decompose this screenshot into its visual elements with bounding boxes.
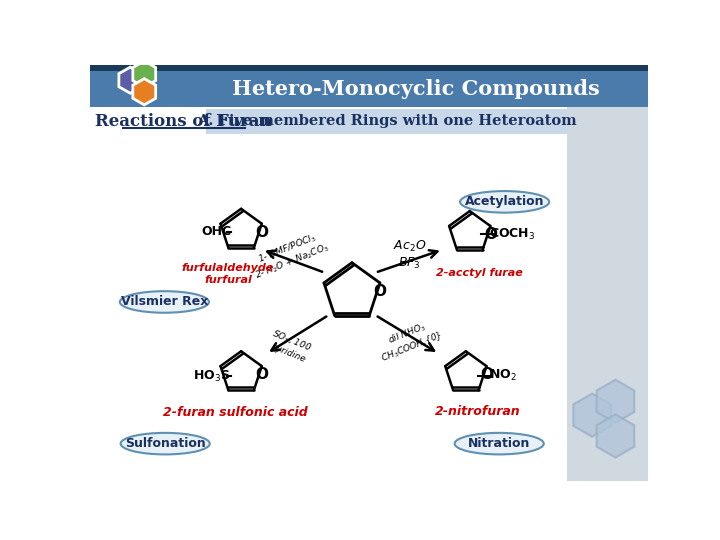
- Text: furfulaldehyde
furfural: furfulaldehyde furfural: [181, 264, 274, 285]
- Text: SO$_3$, 100
pyridine: SO$_3$, 100 pyridine: [266, 327, 313, 365]
- Text: 1- DMF/POCl$_3$
2- H$_2$O + Na$_2$CO$_3$: 1- DMF/POCl$_3$ 2- H$_2$O + Na$_2$CO$_3$: [248, 228, 331, 282]
- Text: Vilsmier Rex: Vilsmier Rex: [121, 295, 208, 308]
- Polygon shape: [597, 414, 634, 457]
- Text: A. Five-membered Rings with one Heteroatom: A. Five-membered Rings with one Heteroat…: [197, 114, 577, 128]
- Text: Ac$_2$O
BF$_3$: Ac$_2$O BF$_3$: [392, 239, 426, 271]
- Ellipse shape: [121, 433, 210, 455]
- Text: Sulfonation: Sulfonation: [125, 437, 205, 450]
- Text: Hetero-Monocyclic Compounds: Hetero-Monocyclic Compounds: [232, 79, 599, 99]
- Text: NO$_2$: NO$_2$: [489, 368, 517, 383]
- Bar: [90, 65, 648, 71]
- Text: O: O: [480, 367, 493, 382]
- Text: O: O: [256, 225, 269, 240]
- Text: Nitration: Nitration: [468, 437, 531, 450]
- Polygon shape: [133, 61, 156, 87]
- Text: dil NHO$_3$
CH$_3$COOH,{0}: dil NHO$_3$ CH$_3$COOH,{0}: [374, 316, 445, 365]
- Bar: [206, 109, 567, 134]
- Text: O: O: [484, 227, 497, 242]
- Bar: [567, 65, 648, 481]
- Ellipse shape: [120, 291, 209, 313]
- Text: 2-acctyl furae: 2-acctyl furae: [436, 268, 523, 278]
- Polygon shape: [573, 394, 611, 437]
- Text: OHC: OHC: [202, 225, 231, 238]
- Polygon shape: [133, 79, 156, 105]
- Text: Reactions of Furan: Reactions of Furan: [95, 112, 271, 130]
- Text: HO$_3$S: HO$_3$S: [193, 369, 230, 384]
- Bar: [90, 65, 648, 107]
- Ellipse shape: [454, 433, 544, 455]
- Text: Acetylation: Acetylation: [465, 195, 544, 208]
- Text: 2-nitrofuran: 2-nitrofuran: [435, 405, 521, 418]
- Ellipse shape: [460, 191, 549, 213]
- Text: O: O: [256, 367, 269, 382]
- Text: COCH$_3$: COCH$_3$: [489, 227, 536, 242]
- Polygon shape: [597, 380, 634, 423]
- Text: 2-furan sulfonic acid: 2-furan sulfonic acid: [163, 406, 308, 420]
- Text: O: O: [374, 284, 387, 299]
- Polygon shape: [119, 67, 142, 93]
